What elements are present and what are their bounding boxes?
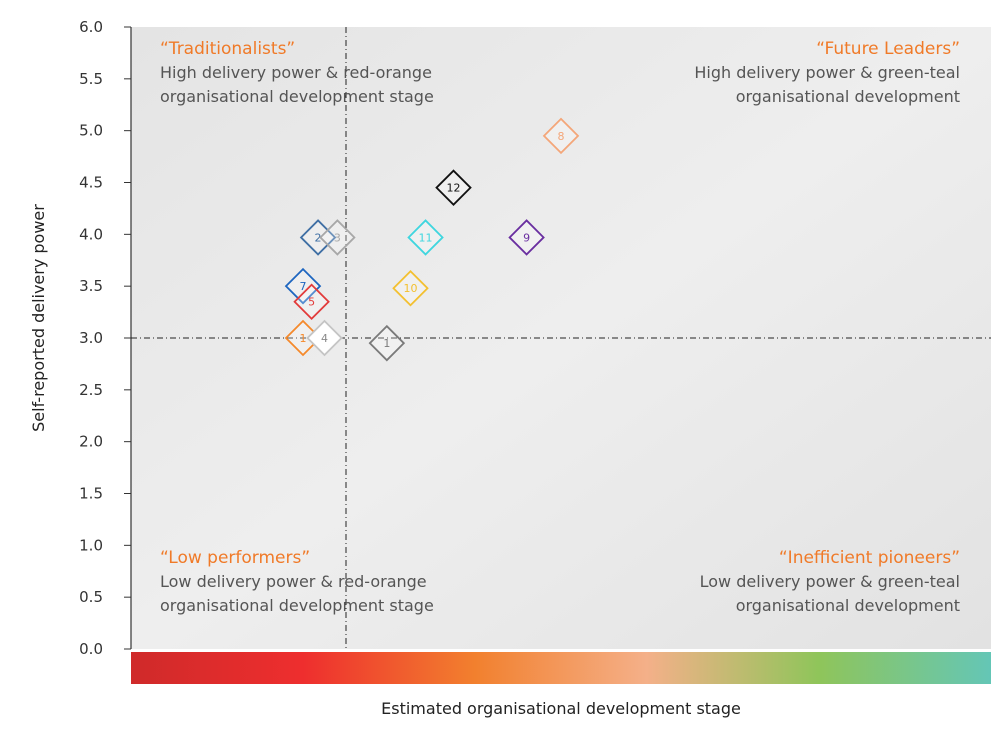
data-point-label: 9 [523, 231, 530, 244]
quadrant-title: “Traditionalists” [160, 39, 295, 59]
data-point[interactable]: 12 [435, 169, 472, 206]
data-point-label: 8 [558, 130, 565, 143]
quadrant-description: High delivery power & green-teal [694, 63, 960, 82]
data-point[interactable]: 4 [306, 319, 343, 357]
data-point-label: 3 [334, 231, 341, 244]
y-tick-label: 4.5 [79, 174, 103, 192]
data-point-diamond [435, 169, 472, 206]
data-point-label: 1 [383, 337, 390, 350]
quadrant-description: organisational development [736, 87, 960, 106]
y-axis-label: Self-reported delivery power [29, 204, 48, 432]
quadrant-low-performers: “Low performers” Low delivery power & red… [160, 548, 434, 615]
data-point[interactable]: 2 [299, 219, 337, 256]
y-tick-label: 6.0 [79, 18, 103, 36]
data-point-diamond [508, 219, 545, 256]
data-point-label: 5 [308, 296, 315, 309]
data-point[interactable]: 3 [319, 219, 356, 256]
data-point-label: 12 [447, 182, 461, 195]
data-point-label: 1 [300, 332, 307, 345]
quadrant-inefficient-pioneers: “Inefficient pioneers” Low delivery power… [700, 548, 960, 615]
y-tick-label: 1.0 [79, 536, 103, 554]
y-tick-label: 0.0 [79, 640, 103, 658]
quadrant-title: “Future Leaders” [816, 39, 960, 59]
y-tick-label: 3.5 [79, 277, 103, 295]
y-tick-label: 0.5 [79, 588, 103, 606]
data-point-label: 10 [404, 282, 418, 295]
data-point-diamond [368, 324, 406, 362]
data-point-diamond [284, 267, 322, 305]
data-point[interactable]: 7 [284, 267, 322, 305]
quadrant-description: organisational development stage [160, 87, 434, 106]
quadrant-description: Low delivery power & red-orange [160, 572, 427, 591]
data-point[interactable]: 5 [293, 283, 330, 320]
quadrant-description: organisational development [736, 596, 960, 615]
y-tick-label: 1.5 [79, 485, 103, 503]
data-point-diamond [319, 219, 356, 256]
data-point[interactable]: 1 [368, 324, 406, 362]
quadrant-title: “Inefficient pioneers” [779, 548, 960, 568]
data-point-diamond [299, 219, 337, 256]
data-point-label: 7 [300, 280, 307, 293]
data-point-label: 2 [315, 231, 322, 244]
x-axis-label: Estimated organisational development sta… [381, 699, 741, 718]
quadrant-title: “Low performers” [160, 548, 310, 568]
development-stage-gradient-bar [131, 652, 991, 684]
y-tick-label: 4.0 [79, 225, 103, 243]
data-point[interactable]: 8 [542, 117, 580, 155]
quadrant-future-leaders: “Future Leaders” High delivery power & gr… [694, 39, 960, 106]
data-point-label: 11 [419, 231, 433, 244]
data-point-diamond [407, 219, 444, 256]
y-tick-label: 2.0 [79, 433, 103, 451]
data-point[interactable]: 11 [407, 219, 444, 256]
quadrant-description: Low delivery power & green-teal [700, 572, 960, 591]
y-tick-label: 2.5 [79, 381, 103, 399]
data-point[interactable]: 9 [508, 219, 545, 256]
quadrant-description: organisational development stage [160, 596, 434, 615]
y-tick-label: 5.5 [79, 70, 103, 88]
data-point-diamond [542, 117, 580, 155]
quadrant-description: High delivery power & red-orange [160, 63, 432, 82]
data-point[interactable]: 10 [392, 269, 429, 307]
quadrant-traditionalists: “Traditionalists” High delivery power & r… [160, 39, 434, 106]
data-point-label: 4 [321, 332, 328, 345]
data-point-diamond [293, 283, 330, 320]
data-point-diamond [306, 319, 343, 357]
data-point-diamond [392, 269, 429, 307]
y-tick-label: 5.0 [79, 122, 103, 140]
y-tick-label: 3.0 [79, 329, 103, 347]
